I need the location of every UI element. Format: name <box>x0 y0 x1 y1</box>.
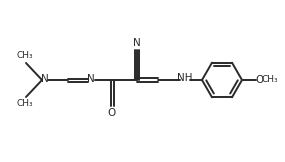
Text: N: N <box>133 38 141 48</box>
Text: N: N <box>41 74 49 84</box>
Text: CH₃: CH₃ <box>17 52 33 60</box>
Text: CH₃: CH₃ <box>17 99 33 109</box>
Text: O: O <box>108 108 116 118</box>
Text: N: N <box>87 74 95 84</box>
Text: NH: NH <box>177 73 193 83</box>
Text: O: O <box>256 75 264 85</box>
Text: CH₃: CH₃ <box>262 75 278 85</box>
